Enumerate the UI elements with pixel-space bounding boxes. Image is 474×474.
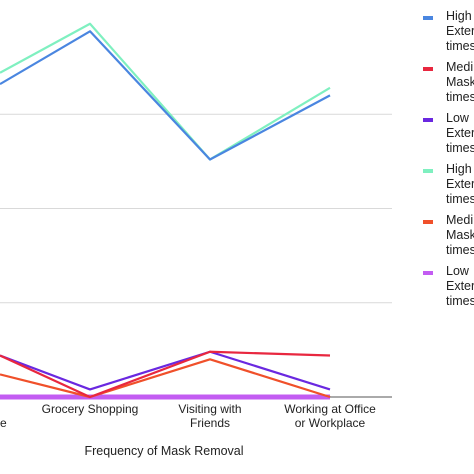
legend-label: High Exter times xyxy=(446,162,474,206)
series-line-4 xyxy=(0,22,331,161)
gridlines xyxy=(0,113,392,398)
legend-swatch xyxy=(423,271,433,275)
legend-label: Low Exter times xyxy=(446,111,474,155)
series-lines xyxy=(0,22,331,400)
legend-item[interactable]: Low Exter times xyxy=(423,111,474,155)
x-tick-label: Grocery Shopping xyxy=(42,402,139,416)
series-line-5 xyxy=(0,358,331,399)
legend-label: Medi Mask times xyxy=(446,60,474,104)
series-line-2 xyxy=(0,350,331,399)
legend-item[interactable]: High Exter times xyxy=(423,162,474,206)
series-line-1 xyxy=(0,30,331,161)
legend-item[interactable]: Medi Mask times xyxy=(423,60,474,104)
legend[interactable]: High Exter times Medi Mask times Low Exter times… xyxy=(423,9,474,308)
legend-label: Low Exter times xyxy=(446,264,474,308)
x-tick-label: Working at Office or Workplace xyxy=(284,402,376,430)
legend-label: Medi Mask times xyxy=(446,213,474,257)
legend-swatch xyxy=(423,220,433,224)
legend-item[interactable]: Medi Mask times xyxy=(423,213,474,257)
legend-swatch xyxy=(423,16,433,20)
x-axis-label: Frequency of Mask Removal xyxy=(84,444,243,458)
series-line-3 xyxy=(0,350,331,391)
legend-item[interactable]: Low Exter times xyxy=(423,264,474,308)
legend-item[interactable]: High Exter times xyxy=(423,9,474,53)
legend-swatch xyxy=(423,67,433,71)
legend-swatch xyxy=(423,118,433,122)
x-tick-label: Visiting with Friends xyxy=(178,402,241,430)
legend-label: High Exter times xyxy=(446,9,474,53)
x-tick-label: de xyxy=(0,416,7,430)
legend-swatch xyxy=(423,169,433,173)
